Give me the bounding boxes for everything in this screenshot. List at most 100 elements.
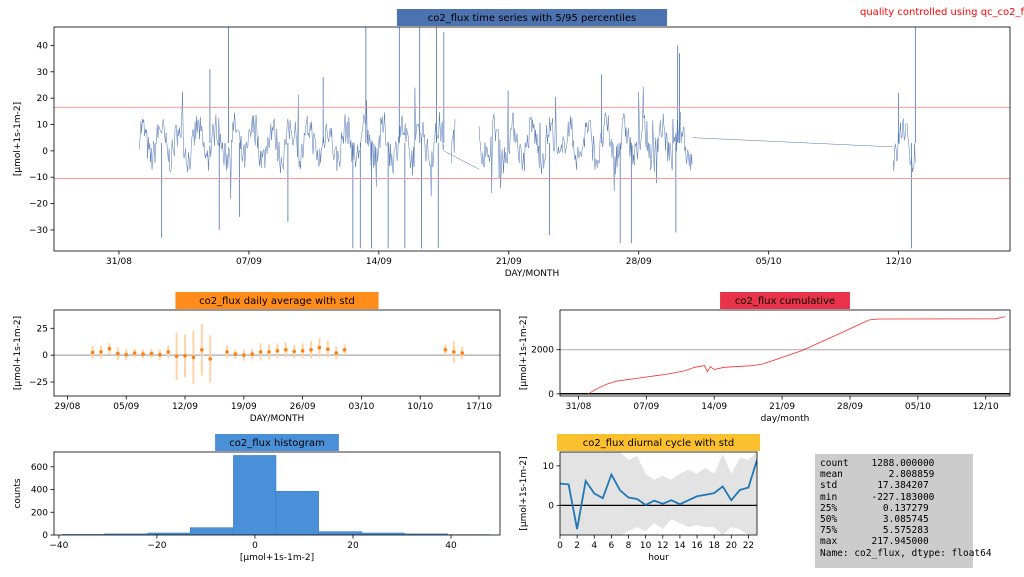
- daily-point: [292, 349, 297, 354]
- chart-title: co2_flux cumulative: [735, 296, 835, 307]
- chart-title: co2_flux daily average with std: [199, 296, 355, 307]
- daily-point: [275, 349, 280, 353]
- y-tick-label: −25: [29, 378, 48, 388]
- y-tick-label: 40: [37, 41, 49, 51]
- daily-point: [124, 352, 129, 357]
- x-tick-label: −20: [147, 541, 166, 551]
- daily-point: [452, 350, 456, 354]
- x-tick-label: 03/10: [348, 402, 374, 412]
- daily-point: [90, 350, 95, 355]
- y-tick-label: 0: [42, 531, 48, 541]
- y-tick-label: 0: [42, 147, 48, 157]
- y-tick-label: 25: [37, 324, 48, 334]
- x-tick-label: 14/09: [366, 257, 392, 267]
- stats-line: min -227.183000: [820, 491, 935, 503]
- hist-plot-area: [61, 455, 491, 535]
- y-axis-label: [µmol+1s-1m-2]: [13, 316, 23, 390]
- stats-line: Name: co2_flux, dtype: float64: [820, 547, 992, 559]
- x-tick-label: 22: [743, 541, 754, 551]
- x-axis-label: DAY/MONTH: [505, 269, 560, 279]
- chart-title: co2_flux histogram: [229, 438, 324, 449]
- y-axis-label: [µmol+1s-1m-2]: [13, 102, 23, 176]
- stats-line: 75% 5.575283: [820, 525, 929, 537]
- x-tick-label: 18: [708, 541, 720, 551]
- x-tick-label: 12: [657, 541, 668, 551]
- x-tick-label: 31/08: [106, 257, 132, 267]
- x-tick-label: 07/09: [633, 402, 659, 412]
- title-box: [556, 434, 761, 451]
- y-tick-label: 20: [37, 94, 49, 104]
- axes-frame: [53, 451, 501, 536]
- x-tick-label: 05/09: [113, 402, 139, 412]
- hist-axes: −40 −20 0 20 400200400600[µmol+1s-1m-2]count…: [13, 434, 501, 563]
- diurnal-line: [560, 459, 757, 530]
- title-box: [215, 434, 339, 451]
- daily-point: [326, 347, 330, 352]
- x-tick-label: 40: [445, 541, 457, 551]
- x-tick-label: 07/09: [236, 257, 262, 267]
- daily-point: [309, 347, 313, 352]
- y-tick-label: 400: [31, 486, 48, 496]
- daily-point: [300, 349, 305, 353]
- x-tick-label: 28/09: [626, 257, 652, 267]
- y-tick-label: 0: [42, 351, 48, 361]
- x-axis-label: hour: [648, 553, 669, 563]
- daily-point: [158, 352, 162, 357]
- daily-point: [208, 357, 213, 361]
- x-tick-label: 8: [626, 541, 632, 551]
- x-tick-label: 6: [609, 541, 615, 551]
- daily-point: [225, 350, 229, 354]
- stats-summary-box: count 1288.000000 mean 2.808859 std 17.3…: [815, 454, 992, 568]
- daily-plot-area: [54, 323, 500, 385]
- x-tick-label: 12/10: [973, 402, 999, 412]
- x-tick-label: 21/09: [769, 402, 795, 412]
- x-tick-label: 17/10: [466, 402, 492, 412]
- daily-point: [174, 354, 179, 359]
- x-tick-label: 12/10: [886, 257, 912, 267]
- x-tick-label: 29/08: [54, 402, 80, 412]
- ts-plot-area: [54, 27, 1010, 249]
- x-tick-label: −40: [49, 541, 68, 551]
- x-tick-label: 4: [591, 541, 597, 551]
- x-tick-label: 2: [574, 541, 580, 551]
- x-axis-label: DAY/MONTH: [250, 414, 305, 424]
- y-tick-label: 0: [548, 390, 554, 400]
- daily-point: [233, 352, 238, 356]
- x-tick-label: 0: [252, 541, 258, 551]
- y-tick-label: −30: [29, 226, 48, 236]
- axes-frame: [53, 26, 1011, 252]
- histogram-bar: [190, 527, 234, 535]
- daily-point: [334, 351, 339, 355]
- x-tick-label: 16: [691, 541, 703, 551]
- y-tick-label: −20: [29, 200, 48, 210]
- y-tick-label: 10: [543, 462, 555, 472]
- stats-line: 50% 3.085745: [820, 514, 929, 526]
- x-tick-label: 20: [347, 541, 359, 551]
- x-tick-label: 12/09: [172, 402, 198, 412]
- y-tick-label: 10: [37, 121, 49, 131]
- y-axis-label: [µmol+1s-1m-2]: [519, 456, 529, 530]
- cumulative-line: [587, 316, 1006, 395]
- x-axis-label: [µmol+1s-1m-2]: [240, 553, 314, 563]
- std-band: [560, 452, 757, 535]
- cum-axes: 31/08 07/09 14/09 21/09 28/09 05/10 12/10 0 2000…: [519, 292, 1011, 424]
- x-tick-label: 10/10: [407, 402, 433, 412]
- x-axis-label: day/month: [761, 414, 810, 424]
- x-tick-label: 19/09: [231, 402, 257, 412]
- cum-plot-area: [560, 316, 1010, 395]
- y-tick-label: 0: [548, 501, 554, 511]
- daily-point: [284, 347, 288, 352]
- histogram-bar: [318, 531, 363, 535]
- x-tick-label: 0: [557, 541, 563, 551]
- axes-frame: [53, 309, 501, 397]
- title-box: [720, 292, 850, 309]
- stats-line: std 17.384207: [820, 480, 929, 492]
- y-tick-label: 30: [37, 68, 49, 78]
- x-tick-label: 31/08: [565, 402, 591, 412]
- daily-point: [191, 355, 196, 360]
- daily-point: [443, 347, 448, 352]
- y-tick-label: −10: [29, 173, 48, 183]
- daily-point: [267, 350, 271, 354]
- chart-title: co2_flux diurnal cycle with std: [583, 438, 734, 449]
